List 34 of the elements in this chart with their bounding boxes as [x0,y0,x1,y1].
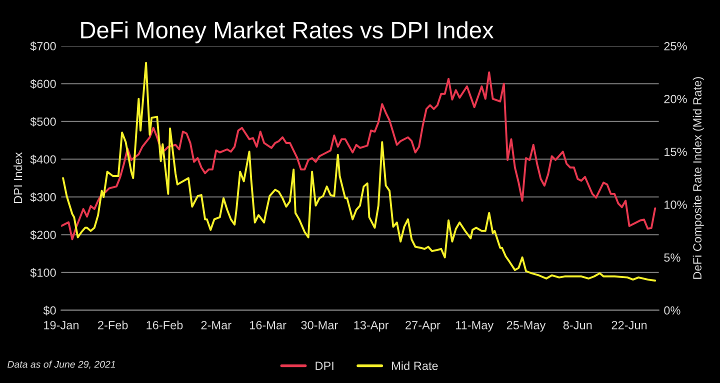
y-tick-label: $600 [30,79,56,89]
text: Data as of June 29, 2021 [8,360,116,369]
legend-label: DPI [316,362,334,370]
x-tick-label: 8-Jun [563,320,592,330]
y2-axis-title: DeFi Composite Rate Index (Mid Rate) [692,77,704,279]
x-tick-label: 11-May [456,321,494,332]
line-series [61,71,656,240]
y2-tick-label: 0% [664,306,680,315]
y-tick-label: $0 [43,306,56,316]
x-tick-label: 30-Mar [301,320,338,330]
y-tick-label: $500 [30,117,56,127]
x-tick-label: 2-Mar [201,320,232,330]
y2-tick-label: 5% [664,253,680,262]
x-tick-label: 19-Jan [44,320,78,330]
y-tick-label: $300 [30,192,56,202]
x-tick-label: 2-Feb [98,320,128,330]
y-tick-label: $200 [30,230,56,240]
y2-tick-label: 10% [664,200,687,209]
y-tick-label: $400 [30,154,56,164]
line-series [62,62,656,282]
y-tick-label: $100 [30,268,56,278]
x-tick-label: 27-Apr [406,320,440,332]
y2-tick-label: 20% [664,94,687,104]
chart-title: DeFi Money Market Rates vs DPI Index [81,21,494,44]
y2-tick-label: 15% [664,148,687,156]
y-axis-title: DPI Index [14,152,22,204]
x-tick-label: 13-Apr [354,320,389,332]
legend-label: Mid Rate [392,361,438,370]
x-tick-label: 16-Feb [146,320,183,330]
y-tick-label: $700 [30,42,56,52]
x-tick-label: 22-Jun [612,320,647,330]
x-tick-label: 16-Mar [250,320,286,330]
y2-tick-label: 25% [664,42,687,50]
x-tick-label: 25-May [506,320,546,332]
